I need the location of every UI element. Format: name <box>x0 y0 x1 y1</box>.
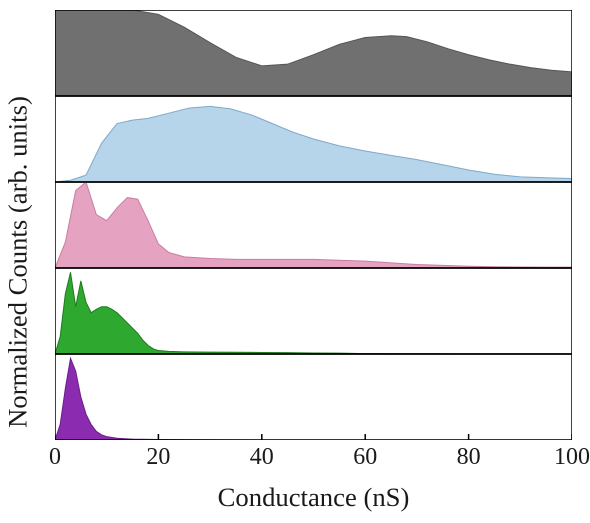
density-series-1 <box>55 106 572 182</box>
x-axis-label: Conductance (nS) <box>218 482 410 513</box>
ridgeline-chart: Normalized Counts (arb. units) 0 20 40 60 80… <box>0 0 590 523</box>
density-series-0 <box>55 10 572 96</box>
x-tick-label: 60 <box>353 444 377 471</box>
x-tick-label: 20 <box>146 444 170 471</box>
plot-area <box>55 10 572 440</box>
x-tick-label: 0 <box>49 444 61 471</box>
plot-svg <box>55 10 572 440</box>
density-series-4 <box>55 358 572 440</box>
y-axis-label: Normalized Counts (arb. units) <box>3 96 34 428</box>
panel-border-4 <box>55 354 572 440</box>
density-series-3 <box>55 272 572 354</box>
x-tick-label: 40 <box>250 444 274 471</box>
density-series-2 <box>55 182 572 268</box>
x-tick-label: 80 <box>457 444 481 471</box>
x-tick-label: 100 <box>554 444 590 471</box>
x-tick-labels: 020406080100 <box>55 444 572 472</box>
